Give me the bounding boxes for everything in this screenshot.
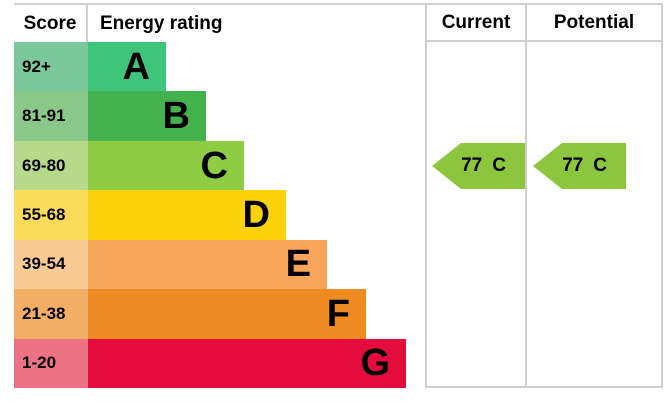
band-letter-g: G	[360, 342, 390, 385]
epc-table: Score Energy rating 92+ A 81-91 B	[14, 3, 663, 388]
band-letter-f: F	[326, 292, 350, 335]
score-range-b: 81-91	[14, 91, 88, 141]
current-rating-label: 77 C	[442, 143, 525, 189]
band-bar-d: D	[88, 190, 286, 240]
left-arrow-icon	[432, 143, 525, 189]
band-row-g: 1-20 G	[14, 338, 425, 388]
current-column: Current 77 C	[425, 5, 525, 388]
score-range-e: 39-54	[14, 239, 88, 290]
band-letter-c: C	[200, 144, 228, 187]
band-row-d: 55-68 D	[14, 190, 425, 240]
band-letter-b: B	[162, 95, 190, 138]
scale-header-row: Score Energy rating	[14, 5, 425, 42]
band-row-b: 81-91 B	[14, 91, 425, 141]
band-letter-d: D	[242, 193, 270, 236]
band-row-a: 92+ A	[14, 42, 425, 92]
band-row-c: 69-80 C	[14, 140, 425, 191]
potential-column-header: Potential	[527, 5, 661, 42]
current-rating-band: C	[492, 155, 506, 176]
current-column-header: Current	[427, 5, 525, 42]
band-letter-a: A	[122, 45, 150, 88]
potential-rating-arrow: 77 C	[533, 143, 626, 189]
score-range-a: 92+	[14, 42, 88, 92]
rating-bands: 92+ A 81-91 B 69-80 C	[14, 42, 425, 388]
score-range-g: 1-20	[14, 338, 88, 388]
current-rating-value: 77	[461, 155, 483, 176]
score-range-c: 69-80	[14, 140, 88, 191]
potential-rating-band: C	[593, 155, 607, 176]
band-row-f: 21-38 F	[14, 289, 425, 339]
band-letter-e: E	[285, 243, 311, 286]
current-rating-arrow: 77 C	[432, 143, 525, 189]
band-bar-a: A	[88, 42, 166, 92]
potential-rating-label: 77 C	[543, 143, 626, 189]
energy-rating-column-header: Energy rating	[100, 13, 223, 34]
band-bar-e: E	[88, 239, 327, 290]
score-range-d: 55-68	[14, 190, 88, 240]
score-range-f: 21-38	[14, 289, 88, 339]
band-bar-f: F	[88, 289, 366, 339]
potential-rating-value: 77	[562, 155, 584, 176]
band-bar-c: C	[88, 140, 244, 191]
potential-column: Potential 77 C	[525, 5, 663, 388]
rating-scale-section: Score Energy rating 92+ A 81-91 B	[14, 5, 425, 388]
band-row-e: 39-54 E	[14, 239, 425, 290]
left-arrow-icon	[533, 143, 626, 189]
band-bar-g: G	[88, 338, 406, 388]
band-bar-b: B	[88, 91, 206, 141]
score-column-header: Score	[14, 5, 88, 42]
